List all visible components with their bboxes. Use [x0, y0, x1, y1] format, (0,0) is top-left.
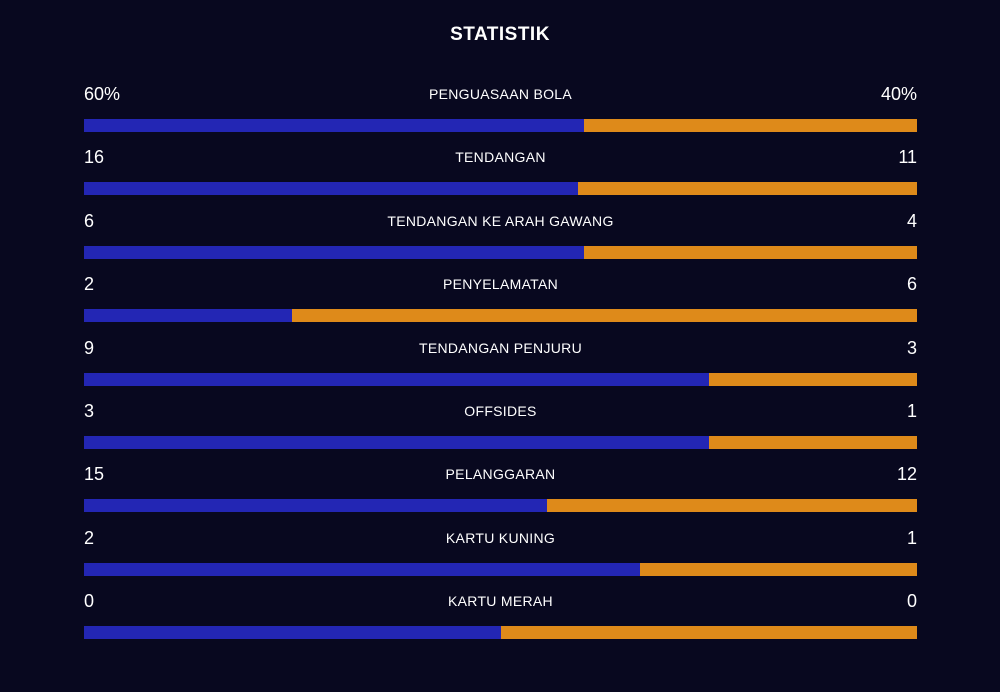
stat-row-header: 6 TENDANGAN KE ARAH GAWANG 4 [84, 209, 917, 233]
stat-row-8: 0 KARTU MERAH 0 [84, 589, 917, 652]
away-value: 1 [906, 400, 917, 421]
home-bar-segment [84, 182, 578, 196]
away-value: 4 [906, 210, 917, 231]
stat-label: TENDANGAN [455, 149, 546, 166]
comparison-bar [84, 435, 917, 449]
home-value: 6 [84, 210, 95, 231]
stat-row-5: 3 OFFSIDES 1 [84, 399, 917, 462]
comparison-bar [84, 245, 917, 259]
stat-label: PENYELAMATAN [442, 276, 559, 293]
comparison-bar [84, 182, 917, 196]
comparison-bar [84, 626, 917, 640]
away-bar-segment [708, 372, 917, 386]
home-bar-segment [84, 435, 709, 449]
away-bar-segment [292, 309, 917, 323]
stat-label: KARTU MERAH [448, 593, 553, 610]
comparison-bar [84, 309, 917, 323]
away-bar-segment [577, 182, 917, 196]
stat-row-1: 16 TENDANGAN 11 [84, 145, 917, 208]
comparison-bar [84, 499, 917, 513]
stat-row-header: 15 PELANGGARAN 12 [84, 462, 917, 486]
away-bar-segment [500, 626, 917, 640]
comparison-bar [84, 119, 917, 132]
away-bar-segment [583, 119, 917, 132]
stat-row-6: 15 PELANGGARAN 12 [84, 462, 917, 525]
stat-label: TENDANGAN KE ARAH GAWANG [387, 212, 614, 229]
home-bar-segment [84, 309, 293, 323]
comparison-bar [84, 372, 917, 386]
home-bar-segment [84, 499, 548, 513]
comparison-bar [84, 562, 917, 576]
away-bar-segment [583, 245, 917, 259]
away-value: 6 [906, 274, 917, 295]
stat-row-3: 2 PENYELAMATAN 6 [84, 272, 917, 335]
stat-row-header: 3 OFFSIDES 1 [84, 399, 917, 423]
home-bar-segment [84, 562, 640, 576]
stat-row-2: 6 TENDANGAN KE ARAH GAWANG 4 [84, 209, 917, 272]
away-value: 40% [880, 84, 917, 104]
away-value: 1 [906, 527, 917, 548]
home-value: 3 [84, 400, 95, 421]
away-value: 12 [896, 464, 917, 485]
stat-row-7: 2 KARTU KUNING 1 [84, 526, 917, 589]
home-bar-segment [84, 372, 709, 386]
home-bar-segment [84, 119, 584, 132]
stats-list: 60% PENGUASAAN BOLA 40% 16 TENDANGAN 11 … [84, 82, 917, 653]
home-value: 15 [84, 464, 105, 485]
home-bar-segment [84, 245, 584, 259]
home-value: 2 [84, 527, 95, 548]
stat-row-header: 0 KARTU MERAH 0 [84, 589, 917, 613]
away-value: 0 [906, 591, 917, 612]
stat-row-header: 16 TENDANGAN 11 [84, 145, 917, 169]
home-value: 2 [84, 274, 95, 295]
home-bar-segment [84, 626, 501, 640]
away-bar-segment [547, 499, 917, 513]
stat-label: OFFSIDES [464, 402, 537, 419]
away-value: 3 [906, 337, 917, 358]
stat-row-0: 60% PENGUASAAN BOLA 40% [84, 82, 917, 145]
home-value: 60% [84, 84, 121, 104]
stat-row-header: 60% PENGUASAAN BOLA 40% [84, 82, 917, 106]
stat-label: PENGUASAAN BOLA [429, 86, 572, 102]
away-value: 11 [898, 147, 917, 168]
home-value: 9 [84, 337, 95, 358]
stat-row-header: 9 TENDANGAN PENJURU 3 [84, 336, 917, 360]
away-bar-segment [639, 562, 917, 576]
stat-label: PELANGGARAN [445, 466, 556, 483]
stat-row-header: 2 PENYELAMATAN 6 [84, 272, 917, 296]
stat-row-4: 9 TENDANGAN PENJURU 3 [84, 336, 917, 399]
home-value: 0 [84, 591, 95, 612]
stat-label: TENDANGAN PENJURU [418, 339, 582, 356]
stat-row-header: 2 KARTU KUNING 1 [84, 526, 917, 550]
home-value: 16 [84, 147, 105, 168]
page-title: STATISTIK [450, 24, 550, 45]
stat-label: KARTU KUNING [445, 529, 556, 546]
away-bar-segment [708, 435, 917, 449]
